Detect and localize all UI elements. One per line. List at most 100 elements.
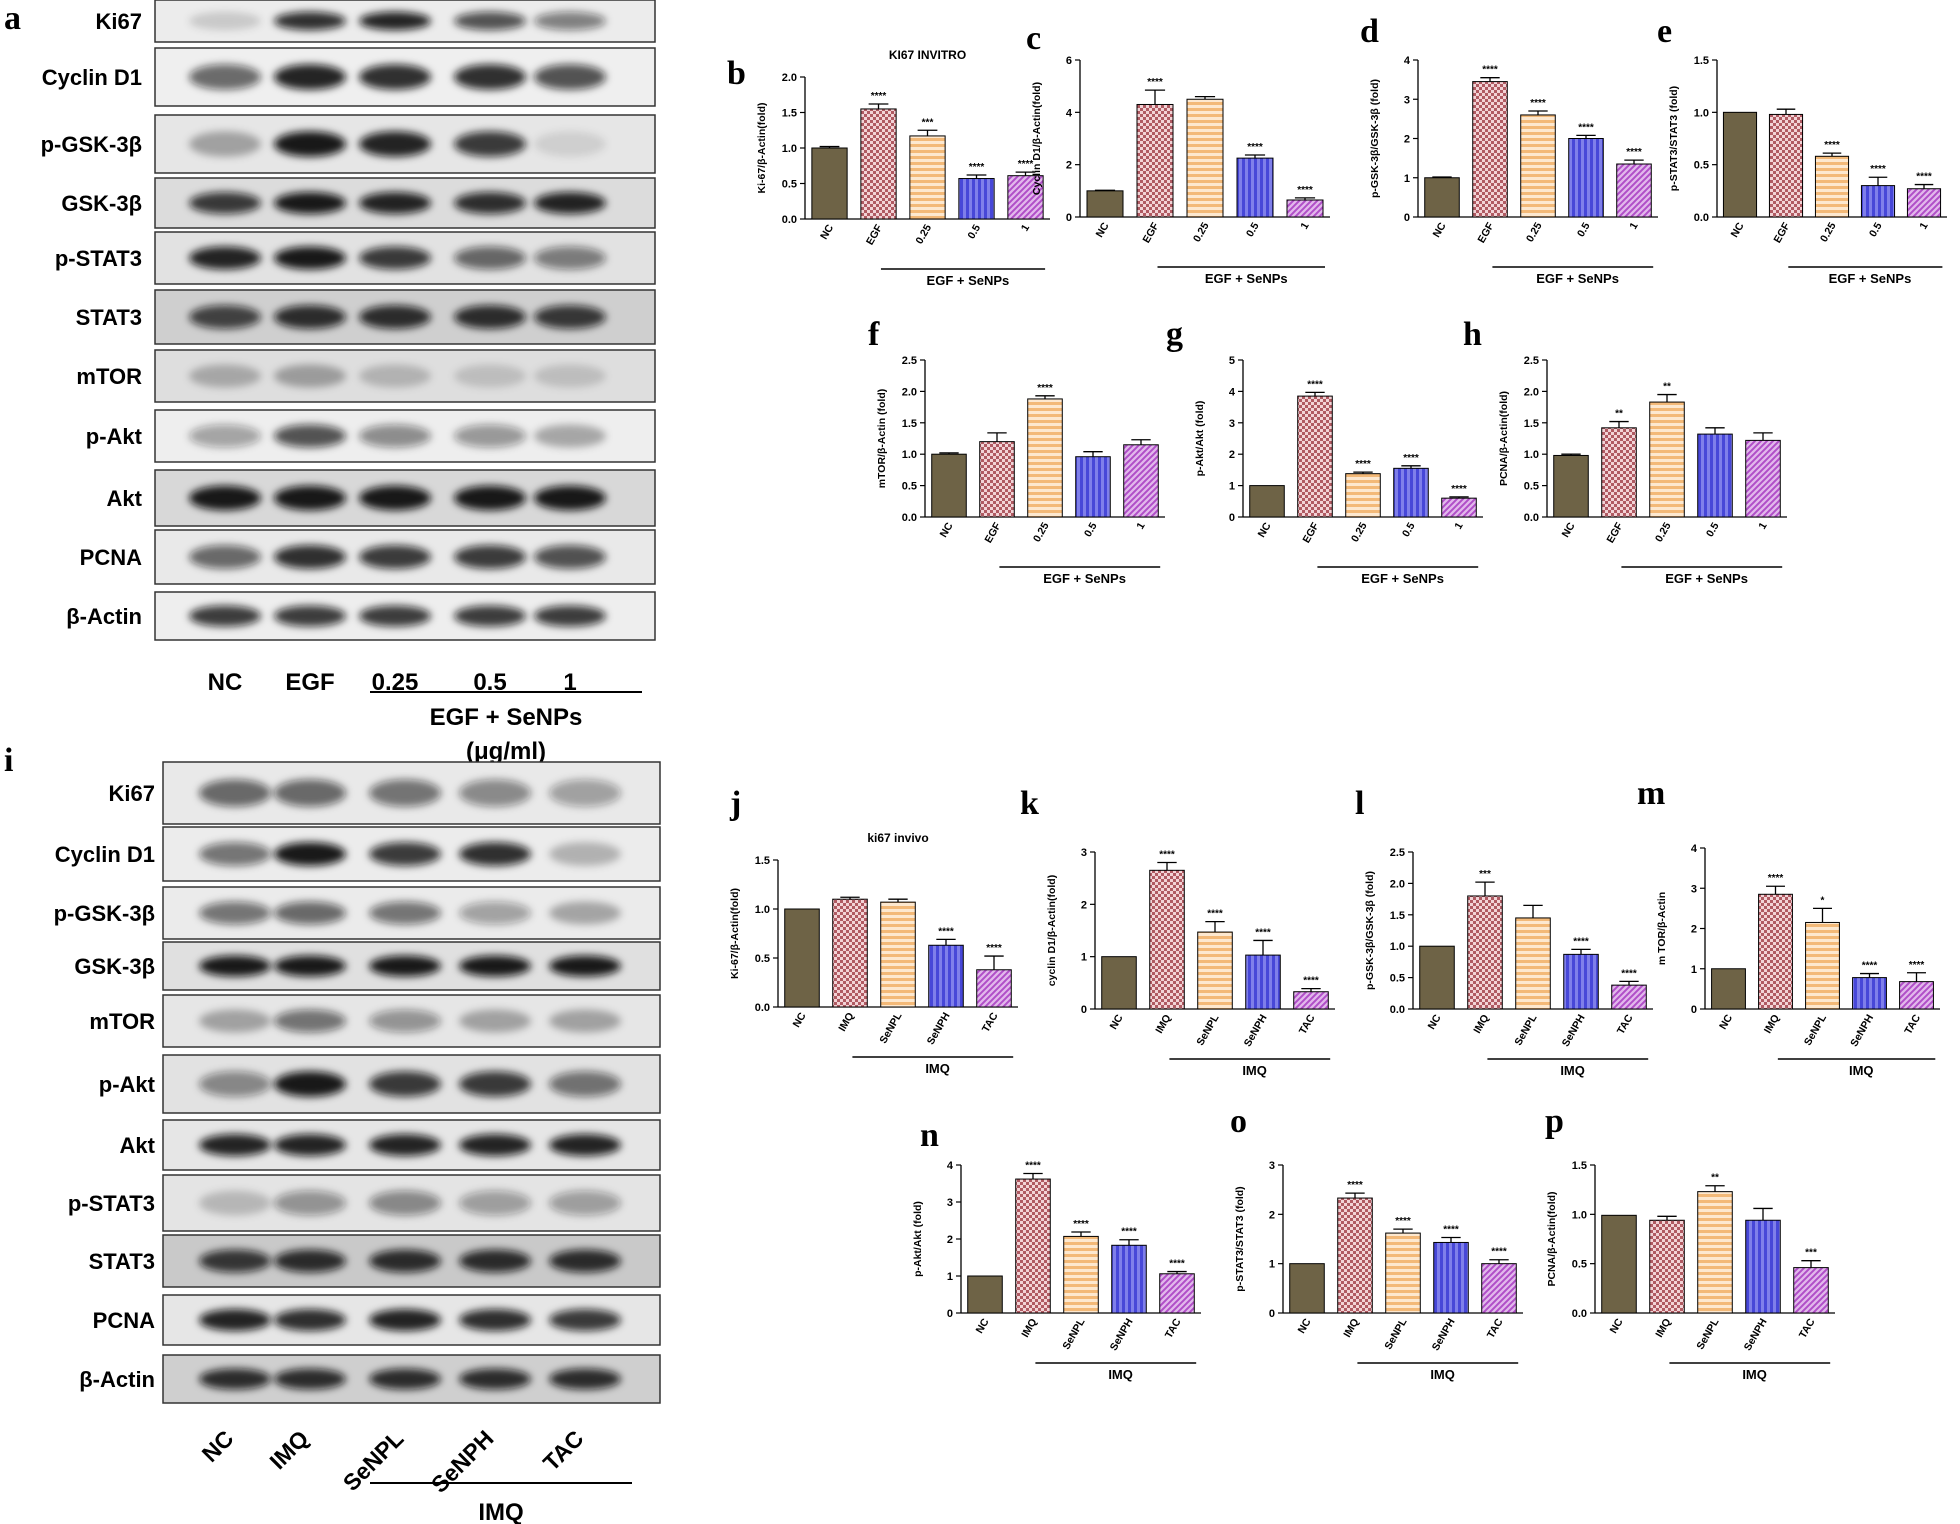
y-tick-label: 2.0 — [1524, 386, 1539, 398]
x-tick-label: EGF — [1771, 220, 1792, 245]
x-tick-label: EGF — [1475, 220, 1496, 245]
x-tick-label: TAC — [1902, 1012, 1923, 1036]
y-tick-label: 0 — [1229, 512, 1235, 524]
blot-band — [274, 1009, 346, 1033]
y-tick-label: 1.5 — [902, 418, 917, 430]
blot-band — [189, 246, 261, 270]
blot-band — [274, 1134, 346, 1156]
bar-SeNPH — [1563, 953, 1599, 1010]
y-tick-label: 0 — [1269, 1308, 1275, 1320]
y-tick-label: 3 — [1404, 94, 1410, 106]
blot-band — [189, 11, 261, 31]
y-tick-label: 0.0 — [1694, 212, 1709, 224]
y-axis-label: p-GSK-3β/GSK-3β (fold) — [1369, 79, 1381, 198]
bar-SeNPH — [1852, 977, 1887, 1010]
x-tick-label: NC — [791, 1010, 809, 1029]
bar-NC — [1711, 968, 1746, 1010]
blot-band — [459, 1368, 531, 1390]
blot-row-2: p-GSK-3β — [54, 886, 661, 940]
y-tick-label: 1.5 — [1572, 1160, 1587, 1172]
y-tick-label: 0.0 — [782, 214, 797, 226]
y-tick-label: 2 — [1269, 1209, 1275, 1221]
significance-label: **** — [1307, 379, 1323, 390]
group-label: EGF + SeNPs — [1205, 271, 1288, 286]
bar-EGF — [1472, 81, 1508, 218]
x-tick-label: IMQ — [1341, 1317, 1361, 1340]
group-label: EGF + SeNPs — [1665, 571, 1748, 586]
significance-label: **** — [1355, 459, 1371, 470]
blot-band — [359, 131, 431, 157]
y-tick-label: 2.5 — [902, 355, 917, 367]
significance-label: **** — [1578, 122, 1594, 133]
blot-band — [274, 1071, 346, 1097]
y-tick-label: 3 — [947, 1197, 953, 1209]
lane-label: EGF — [285, 669, 334, 696]
blot-band — [549, 1071, 621, 1097]
blot-band — [459, 955, 531, 977]
blot-row-4: mTOR — [89, 994, 661, 1048]
x-tick-label: NC — [1296, 1316, 1314, 1335]
x-tick-label: TAC — [1797, 1316, 1818, 1340]
blot-band — [459, 1071, 531, 1097]
x-tick-label: NC — [974, 1316, 992, 1335]
blot-row-label: GSK-3β — [61, 191, 142, 216]
bar-1 — [1745, 439, 1781, 518]
chart-c: 0 2 4 6 Cyclin D1/β-Actin(fold) NC **** EGF 0.25… — [1031, 55, 1330, 286]
significance-label: **** — [1297, 185, 1313, 196]
bar-NC — [1289, 1263, 1325, 1314]
y-axis-label: Ki-67/β-Actin(fold) — [756, 103, 768, 194]
blot-band — [189, 485, 261, 511]
blot-row-label: Akt — [107, 486, 143, 511]
y-tick-label: 0 — [1691, 1004, 1697, 1016]
blot-band — [274, 955, 346, 977]
group-label: IMQ — [1108, 1367, 1133, 1382]
chart-o: 0 1 2 3 p-STAT3/STAT3 (fold) NC **** IMQ **** SeN… — [1234, 1160, 1523, 1382]
blot-band — [454, 246, 526, 270]
blot-row-5: STAT3 — [76, 289, 656, 345]
blot-band — [534, 545, 606, 569]
group-label: EGF + SeNPs — [927, 273, 1010, 288]
x-tick-label: NC — [1094, 220, 1112, 239]
blot-band — [359, 364, 431, 388]
y-tick-label: 0.0 — [755, 1002, 770, 1014]
panel-letter-n: n — [920, 1117, 939, 1154]
y-tick-label: 0.5 — [782, 179, 797, 191]
y-axis-label: p-Akt/Akt (fold) — [912, 1201, 924, 1277]
group-label: IMQ — [1242, 1063, 1267, 1078]
blot-band — [359, 305, 431, 329]
x-tick-label: TAC — [1297, 1012, 1318, 1036]
blot-band — [359, 192, 431, 214]
blot-row-9: PCNA — [80, 529, 656, 585]
x-tick-label: 0.25 — [1191, 220, 1212, 244]
x-tick-label: TAC — [1485, 1316, 1506, 1340]
y-axis-label: PCNA/β-Actin(fold) — [1546, 1191, 1558, 1286]
blot-band — [369, 901, 441, 925]
blot-band — [274, 842, 346, 866]
blot-band — [199, 842, 271, 866]
x-tick-label: EGF — [1140, 220, 1161, 245]
blot-band — [274, 485, 346, 511]
blot-band — [189, 424, 261, 448]
significance-label: **** — [1909, 960, 1925, 971]
blot-row-8: Akt — [107, 469, 656, 527]
blot-row-0: Ki67 — [109, 761, 661, 825]
panel-letter-g: g — [1166, 316, 1183, 353]
blot-band — [534, 246, 606, 270]
significance-label: **** — [1207, 909, 1223, 920]
x-tick-label: 0.5 — [1082, 520, 1100, 539]
x-tick-label: 1 — [1917, 220, 1930, 231]
panel-letter-p: p — [1545, 1103, 1564, 1140]
panel-letter-k: k — [1020, 785, 1039, 822]
blot-row-label: GSK-3β — [74, 954, 155, 979]
blot-band — [534, 424, 606, 448]
significance-label: ** — [1615, 409, 1623, 420]
significance-label: **** — [871, 91, 887, 102]
bar-0.5 — [1075, 456, 1111, 518]
blot-band — [189, 364, 261, 388]
y-tick-label: 0 — [947, 1308, 953, 1320]
significance-label: **** — [938, 926, 954, 937]
unit-label: (μg/ml) — [466, 738, 546, 765]
y-tick-label: 4 — [1691, 843, 1698, 855]
x-tick-label: 0.25 — [1524, 220, 1545, 244]
